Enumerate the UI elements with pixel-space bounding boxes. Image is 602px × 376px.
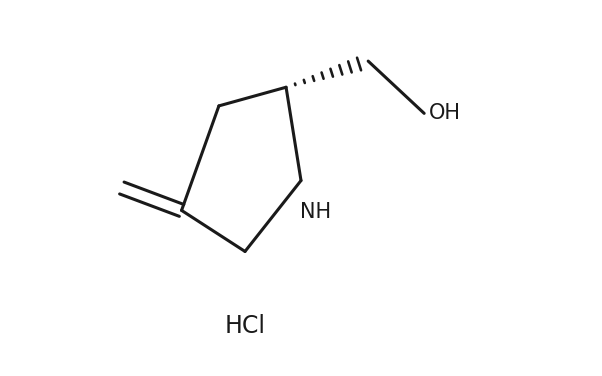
Text: NH: NH bbox=[300, 202, 332, 222]
Text: HCl: HCl bbox=[225, 314, 265, 338]
Text: OH: OH bbox=[429, 103, 461, 123]
